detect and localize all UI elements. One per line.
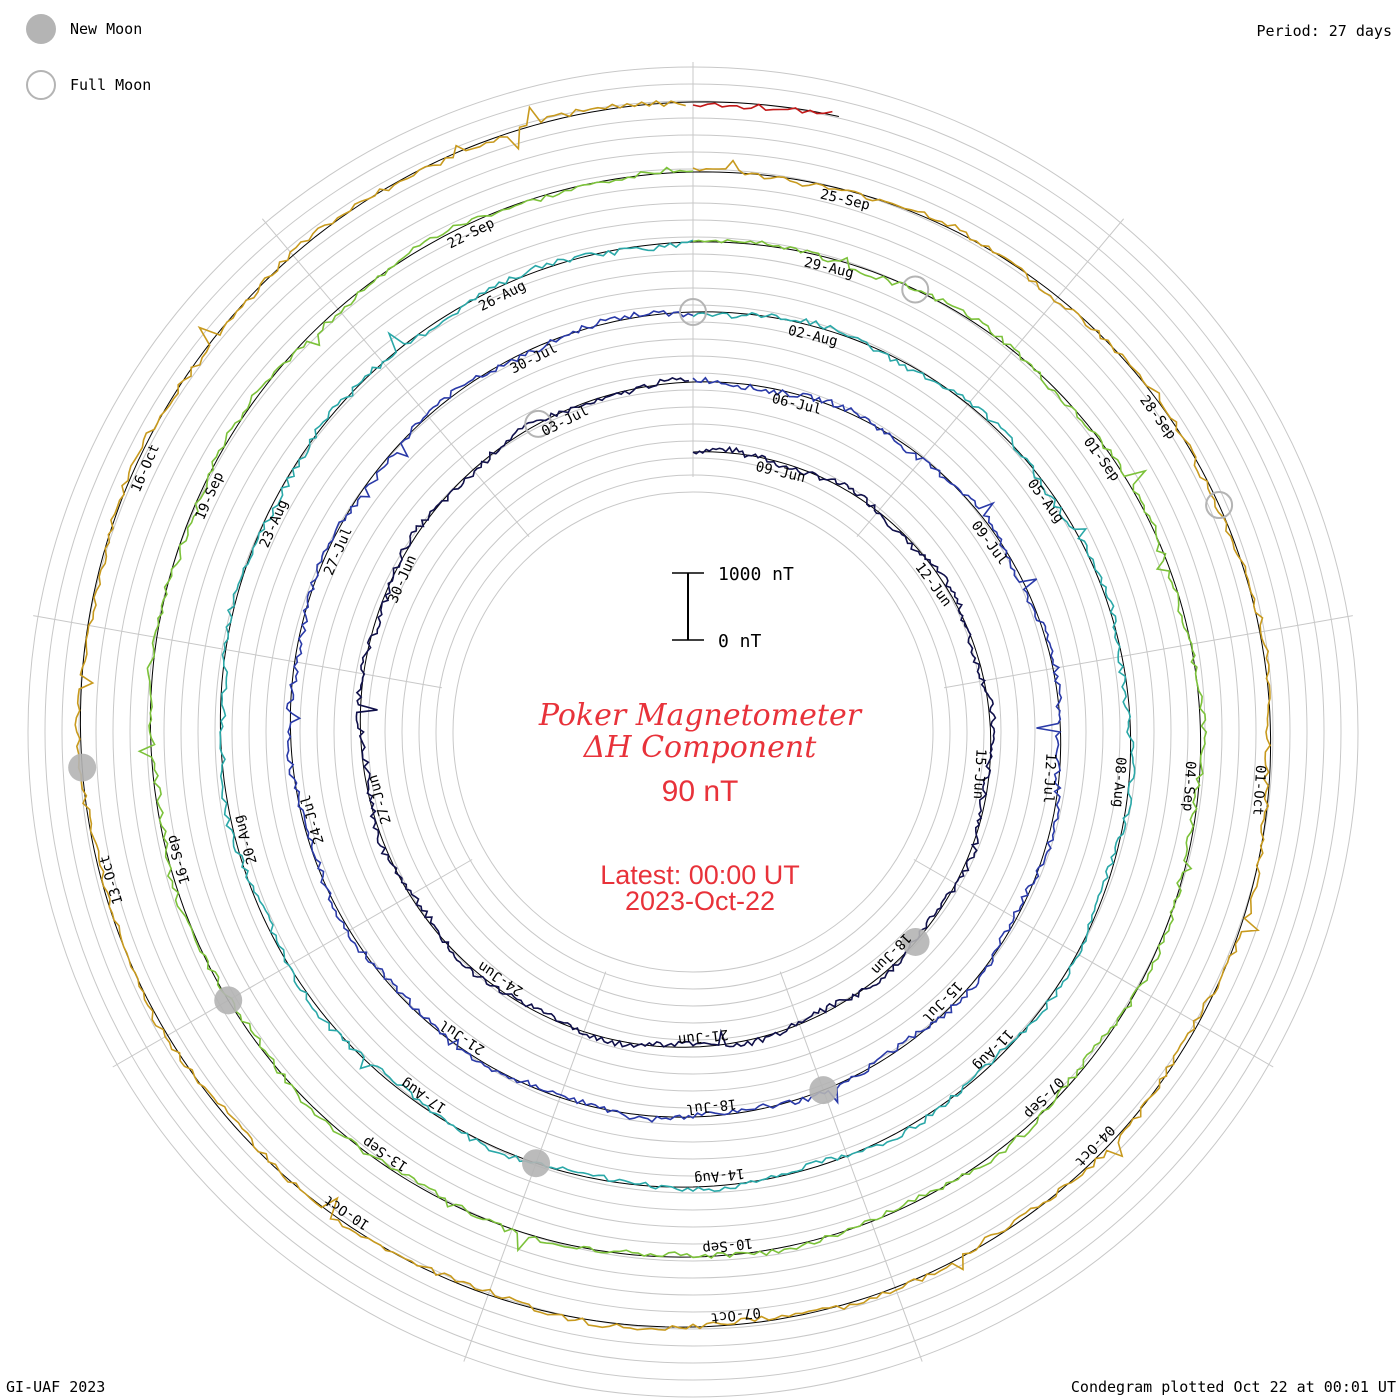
date-tick-label: 22-Sep	[445, 215, 497, 252]
date-tick-label: 21-Jun	[677, 1026, 729, 1048]
date-tick-label: 27-Jul	[321, 525, 356, 578]
spoke-line	[779, 971, 923, 1362]
spoke-line	[856, 218, 1125, 537]
spiral-baseline	[79, 101, 1272, 1328]
plotted-label: Condegram plotted Oct 22 at 00:01 UT	[1070, 1378, 1396, 1396]
period-label: Period: 27 days	[1256, 22, 1392, 40]
date-tick-label: 01-Oct	[1249, 765, 1268, 816]
date-tick-label: 19-Sep	[193, 470, 228, 523]
date-tick-label: 15-Jun	[970, 748, 989, 799]
scale-top-label: 1000 nT	[718, 564, 794, 585]
date-tick-label: 12-Jul	[1040, 752, 1059, 803]
full-moon-marker	[679, 298, 707, 326]
date-tick-label: 30-Jun	[385, 553, 420, 606]
scale-bottom-label: 0 nT	[718, 631, 762, 652]
grid-circle	[452, 491, 934, 973]
date-tick-label: 30-Jul	[508, 340, 560, 377]
scale-bar: 1000 nT 0 nT	[672, 564, 794, 652]
series-turn-4	[137, 166, 1208, 1259]
date-tick-label: 07-Oct	[710, 1304, 762, 1326]
series-turn-5	[74, 100, 1272, 1331]
series-turn-2	[285, 310, 1063, 1123]
spoke-line	[261, 218, 530, 537]
date-tick-label: 03-Jul	[539, 403, 591, 440]
chart-subtitle: ΔH Component	[583, 730, 817, 765]
date-tick-label: 10-Sep	[702, 1234, 754, 1256]
series-turn-6	[692, 102, 833, 115]
spoke-line	[33, 615, 442, 689]
latest-time: Latest: 00:00 UT	[600, 860, 800, 890]
series-turn-1	[355, 377, 997, 1048]
date-tick-label: 23-Aug	[257, 497, 292, 550]
full-moon-icon	[26, 70, 56, 100]
legend-new-moon: New Moon	[26, 14, 142, 44]
legend-full-moon-label: Full Moon	[70, 76, 152, 94]
date-tick-label: 17-Aug	[398, 1075, 449, 1116]
credit-label: GI-UAF 2023	[6, 1378, 106, 1396]
date-tick-label: 09-Jun	[754, 459, 807, 486]
new-moon-marker	[901, 927, 930, 956]
date-tick-label: 14-Aug	[693, 1165, 745, 1187]
legend-full-moon: Full Moon	[26, 70, 151, 100]
series-turn-3	[219, 239, 1136, 1193]
full-moon-marker	[1205, 491, 1234, 520]
baseline-spiral	[79, 101, 1272, 1328]
new-moon-icon	[26, 14, 56, 44]
date-tick-label: 18-Jul	[685, 1095, 737, 1117]
date-tick-label: 08-Aug	[1110, 757, 1129, 808]
full-moon-marker	[524, 409, 553, 438]
data-series	[74, 100, 1272, 1331]
new-moon-marker	[809, 1076, 838, 1105]
chart-title: Poker Magnetometer	[538, 698, 862, 733]
legend-new-moon-label: New Moon	[70, 20, 143, 38]
date-tick-label: 15-Jul	[919, 978, 965, 1026]
moon-markers	[68, 275, 1234, 1178]
date-tick-label: 04-Sep	[1179, 760, 1198, 811]
spoke-line	[913, 859, 1274, 1068]
new-moon-marker	[522, 1149, 551, 1178]
full-moon-marker	[901, 275, 930, 304]
chart-scale-value: 90 nT	[661, 775, 739, 808]
new-moon-marker	[68, 753, 97, 782]
date-tick-label: 11-Aug	[970, 1026, 1016, 1074]
spoke-line	[944, 615, 1353, 689]
new-moon-marker	[214, 986, 243, 1015]
latest-date: 2023-Oct-22	[624, 886, 776, 916]
